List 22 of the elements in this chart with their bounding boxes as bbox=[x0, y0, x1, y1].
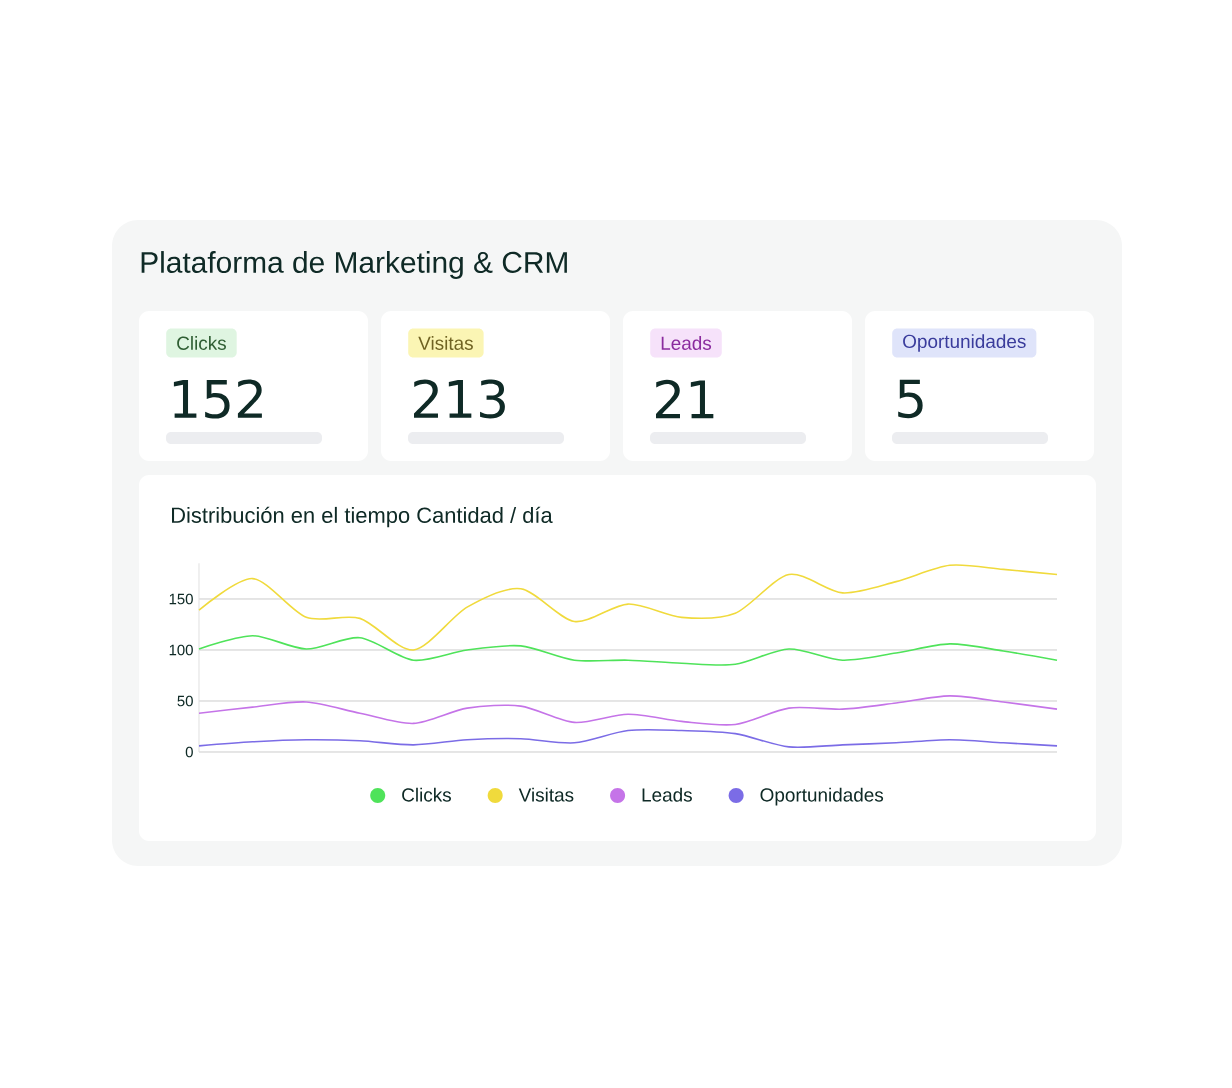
category-label: Leads bbox=[661, 336, 712, 350]
chart-title: Distribución en el tiempo Cantidad / día bbox=[172, 506, 553, 528]
y-tick-label: 100 bbox=[169, 644, 193, 656]
data-label: 213 bbox=[414, 379, 505, 419]
data-label: 21 bbox=[656, 379, 714, 419]
category-label: Clicks bbox=[177, 336, 226, 350]
text: Plataforma de Marketing & CRM bbox=[141, 251, 567, 279]
legend-label: Oportunidades bbox=[760, 787, 884, 806]
legend-label: Leads bbox=[642, 787, 692, 802]
line-series bbox=[198, 564, 1058, 651]
category-label: Visitas bbox=[418, 336, 473, 350]
y-tick-label: 50 bbox=[177, 695, 193, 707]
line-series bbox=[198, 695, 1058, 726]
y-tick-label: 0 bbox=[185, 746, 193, 758]
data-label: 5 bbox=[898, 379, 923, 419]
legend-label: Clicks bbox=[402, 787, 451, 802]
category-label: Oportunidades bbox=[903, 334, 1026, 352]
line-series bbox=[198, 728, 1058, 749]
line-series bbox=[198, 634, 1058, 666]
legend-label: Visitas bbox=[518, 787, 574, 802]
y-tick-label: 150 bbox=[169, 593, 193, 605]
data-label: 152 bbox=[173, 379, 262, 419]
